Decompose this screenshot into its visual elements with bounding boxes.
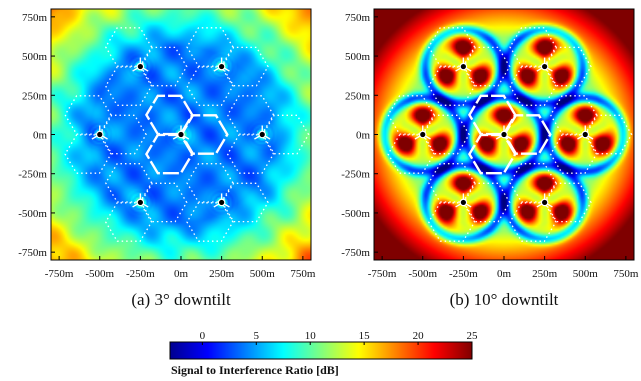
base-station-marker — [540, 198, 549, 207]
outer-cell-boundary — [186, 202, 234, 242]
base-station-marker — [177, 130, 185, 139]
base-station-marker — [500, 130, 508, 139]
y-tick-label: -500m — [18, 208, 47, 220]
x-tick-label: 0m — [497, 268, 512, 280]
y-tick-label: -750m — [341, 247, 370, 259]
y-tick-label: -750m — [18, 247, 47, 259]
x-tick-label: 0m — [174, 268, 189, 280]
colorbar-label: Signal to Interference Ratio [dB] — [171, 363, 339, 377]
y-tick-label: 0m — [356, 130, 371, 142]
x-axis-b: -750m -500m -250m 0m 250m 500m 750m — [368, 256, 639, 280]
x-tick-label: -250m — [449, 268, 478, 280]
outer-cell-boundary — [64, 134, 112, 174]
y-tick-label: 750m — [22, 12, 48, 24]
x-tick-label: -500m — [408, 268, 437, 280]
y-axis-b: 750m 500m 250m 0m -250m -500m -750m — [341, 12, 378, 259]
colorbar-tick-label: 15 — [359, 330, 371, 342]
center-cell-boundary — [145, 94, 194, 136]
y-tick-label: -250m — [18, 169, 47, 181]
panel-a: -750m -500m -250m 0m 250m 500m 750m 750m 500m 25… — [18, 8, 316, 309]
x-tick-label: -750m — [45, 268, 74, 280]
y-tick-label: -500m — [341, 208, 370, 220]
outer-cell-boundary — [427, 66, 476, 106]
outer-cell-boundary — [509, 66, 557, 106]
base-station-marker — [217, 198, 226, 207]
caption-a: (a) 3° downtilt — [131, 290, 231, 309]
base-station-marker — [581, 130, 590, 139]
x-tick-label: 750m — [613, 268, 639, 280]
caption-b: (b) 10° downtilt — [450, 290, 559, 309]
y-axis-a: 750m 500m 250m 0m -250m -500m -750m — [18, 12, 55, 259]
x-tick-label: 500m — [573, 268, 599, 280]
cell-layout-overlay-a — [64, 27, 310, 242]
colorbar-tick-label: 10 — [305, 330, 317, 342]
outer-cell-boundary — [104, 202, 153, 242]
x-tick-label: 250m — [532, 268, 558, 280]
outer-cell-boundary — [221, 182, 269, 223]
outer-cell-boundary — [226, 134, 275, 174]
outer-cell-boundary — [186, 66, 234, 106]
base-station-marker — [258, 130, 267, 139]
colorbar: 0 5 10 15 20 25 Signal to Interference Ratio … — [169, 330, 478, 377]
y-tick-label: -250m — [341, 169, 370, 181]
y-tick-label: 500m — [22, 51, 48, 63]
y-tick-label: 500m — [345, 51, 371, 63]
x-tick-label: -750m — [368, 268, 397, 280]
base-station-marker — [459, 198, 468, 207]
outer-cell-boundary — [427, 202, 476, 242]
center-cell-boundary — [468, 94, 517, 136]
base-station-marker — [459, 62, 468, 71]
outer-cell-boundary — [140, 182, 188, 223]
colorbar-tick-label: 20 — [413, 330, 425, 342]
outer-cell-boundary — [544, 182, 592, 223]
outer-cell-boundary — [463, 182, 511, 223]
base-station-marker — [136, 198, 145, 207]
base-station-marker — [418, 130, 427, 139]
base-station-marker — [217, 62, 226, 71]
x-tick-label: -250m — [126, 268, 155, 280]
colorbar-tick-label: 5 — [254, 330, 260, 342]
outer-cell-boundary — [387, 134, 435, 174]
y-tick-label: 250m — [22, 90, 48, 102]
x-tick-label: 250m — [209, 268, 235, 280]
y-tick-label: 0m — [33, 130, 48, 142]
x-axis-a: -750m -500m -250m 0m 250m 500m 750m — [45, 256, 316, 280]
x-tick-label: 750m — [290, 268, 316, 280]
colorbar-ticks: 0 5 10 15 20 25 — [200, 330, 478, 345]
x-tick-label: -500m — [85, 268, 114, 280]
cell-layout-overlay-b — [387, 27, 633, 242]
base-station-marker — [95, 130, 104, 139]
outer-cell-boundary — [104, 66, 153, 106]
x-tick-label: 500m — [250, 268, 276, 280]
panel-b: -750m -500m -250m 0m 250m 500m 750m 750m 500m 25… — [341, 8, 639, 309]
base-station-marker — [540, 62, 549, 71]
outer-cell-boundary — [549, 134, 598, 174]
y-tick-label: 750m — [345, 12, 371, 24]
base-station-marker — [136, 62, 145, 71]
colorbar-gradient — [169, 341, 473, 360]
outer-cell-boundary — [509, 202, 557, 242]
y-tick-label: 250m — [345, 90, 371, 102]
colorbar-tick-label: 25 — [467, 330, 479, 342]
colorbar-tick-label: 0 — [200, 330, 206, 342]
